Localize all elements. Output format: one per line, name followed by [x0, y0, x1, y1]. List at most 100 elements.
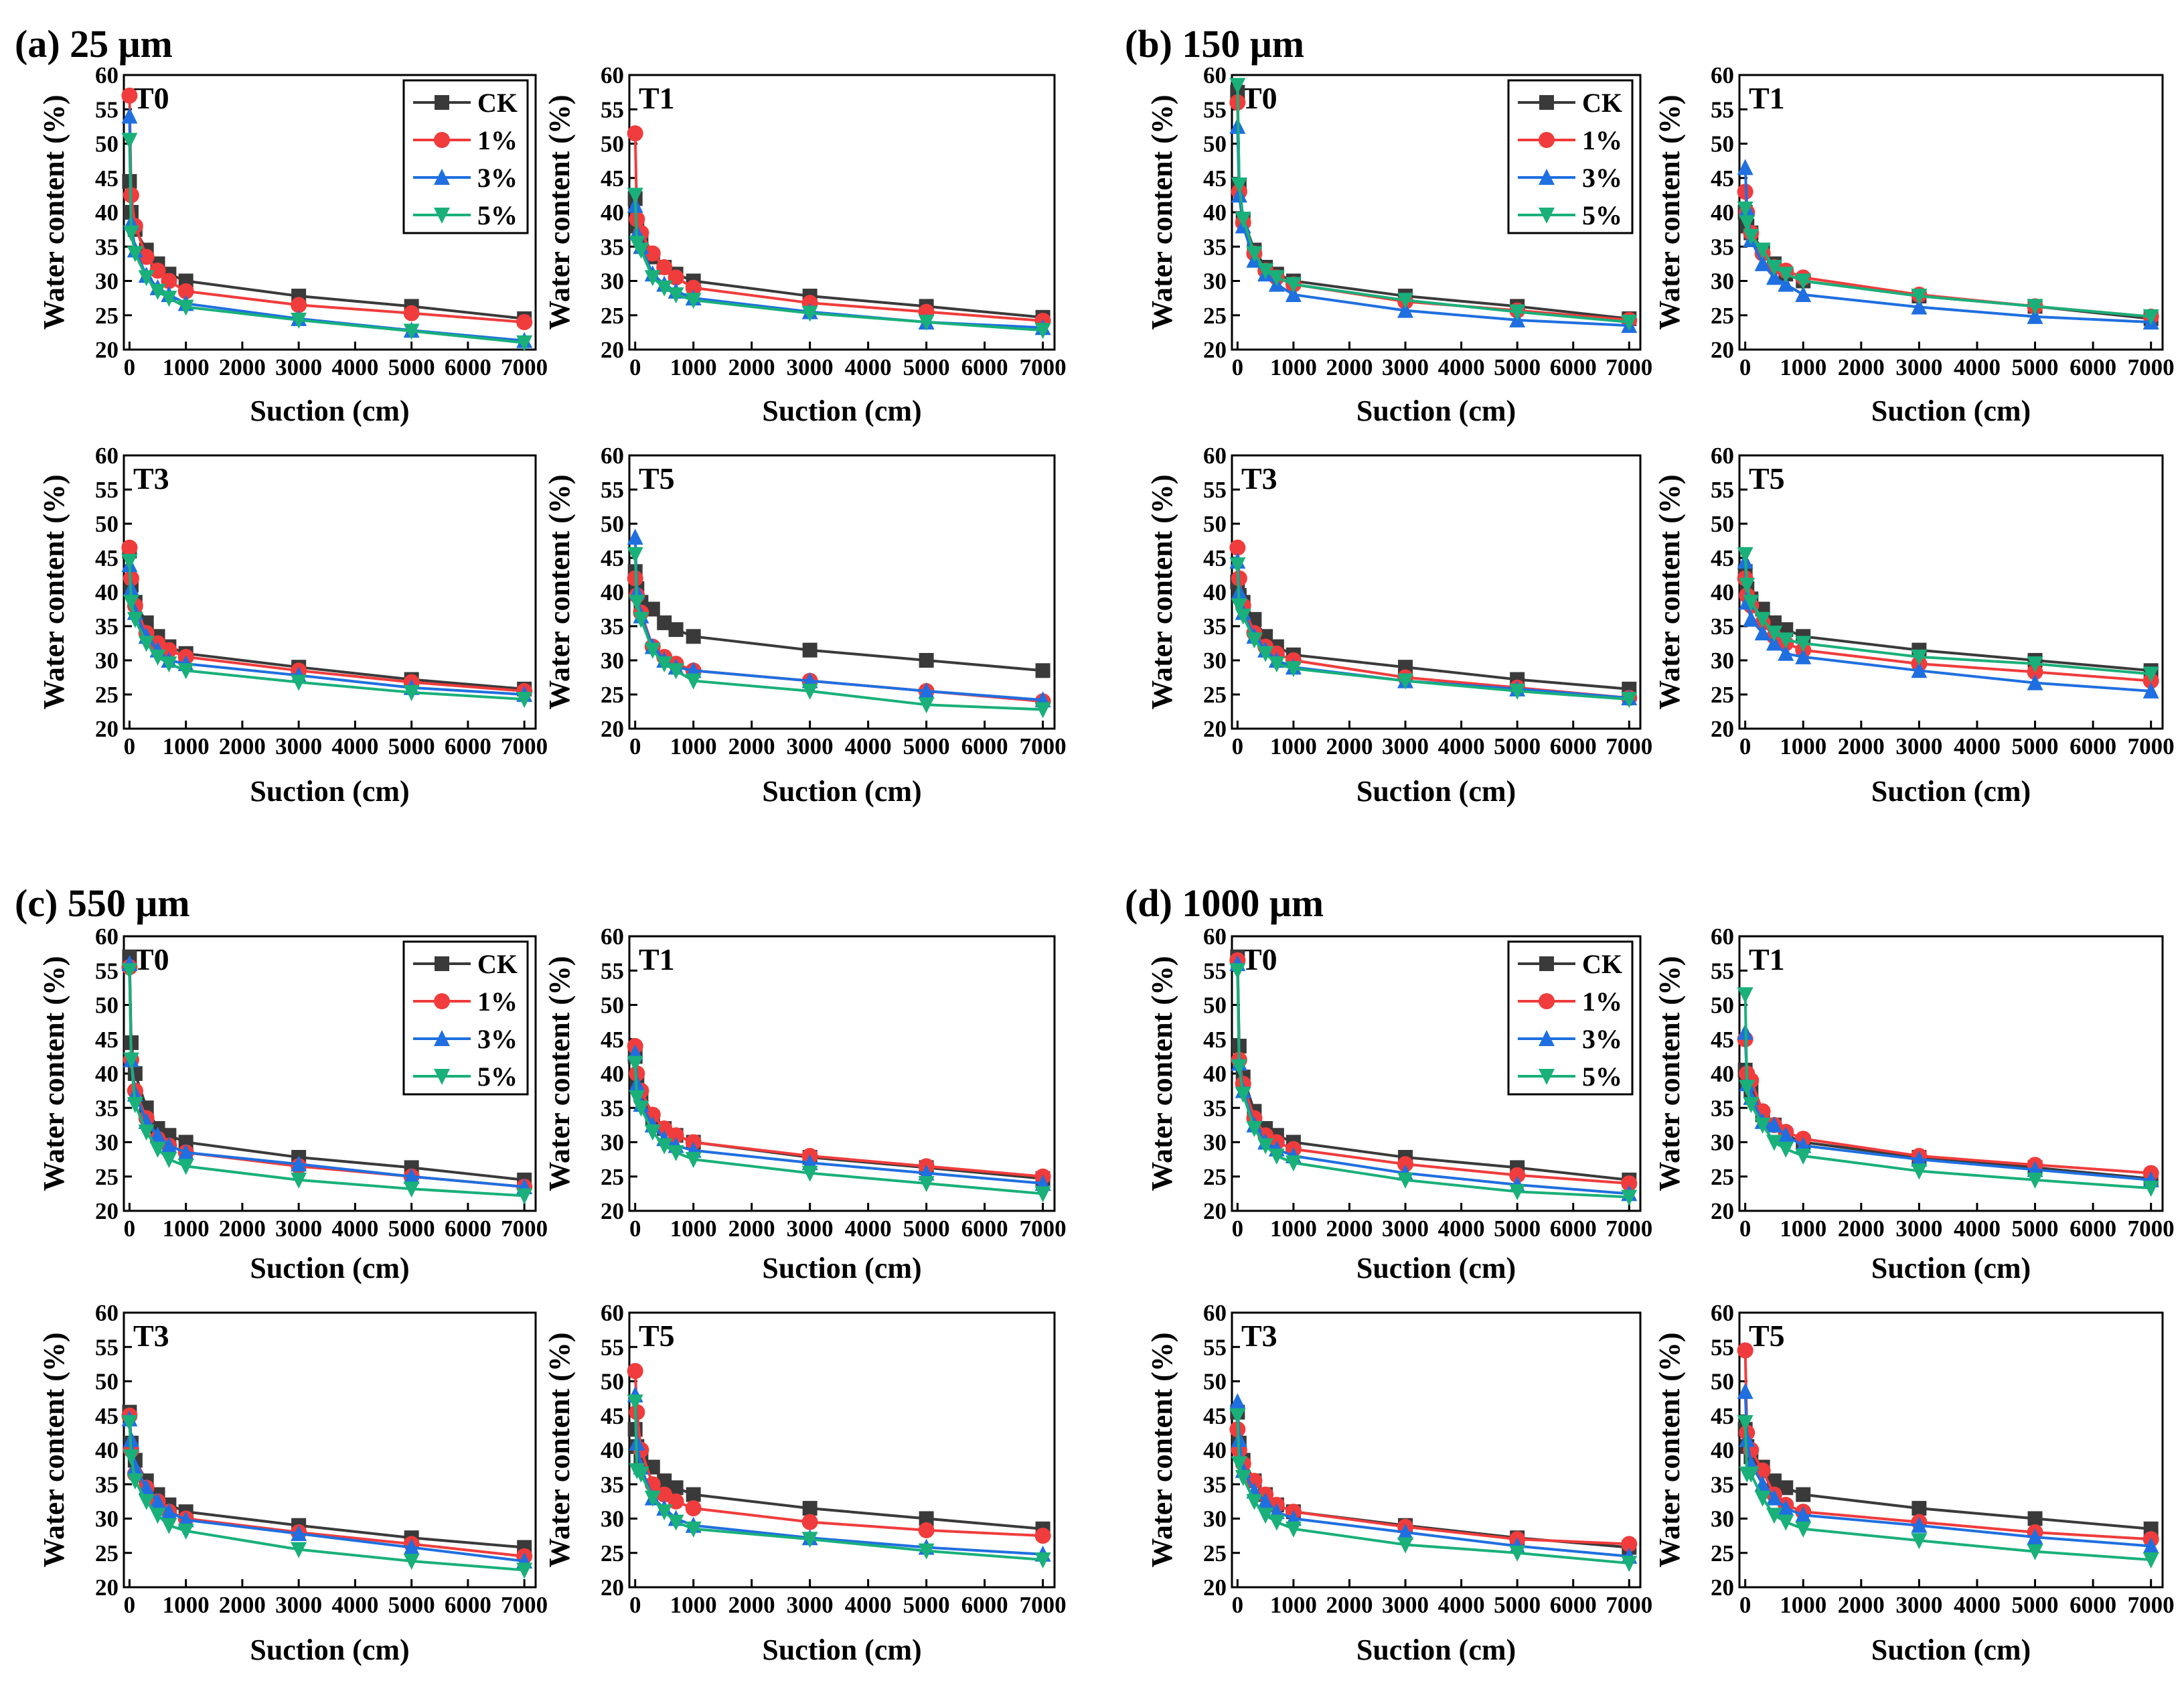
data-point — [291, 1155, 307, 1172]
y-tick-label: 50 — [95, 131, 119, 157]
x-tick-label: 4000 — [1954, 1216, 2001, 1242]
data-point — [1739, 577, 1756, 594]
panel-label: T1 — [639, 81, 675, 115]
x-tick-label: 0 — [124, 1592, 136, 1618]
data-point — [121, 87, 138, 104]
data-point — [149, 263, 166, 279]
data-point — [1743, 1097, 1760, 1114]
y-tick-label: 45 — [601, 545, 624, 571]
y-tick-label: 40 — [95, 1061, 119, 1087]
data-point — [121, 539, 138, 556]
legend-label: CK — [1582, 949, 1622, 979]
data-point — [1268, 1149, 1285, 1165]
y-tick-label: 55 — [1711, 958, 1734, 984]
data-point — [1796, 1487, 1811, 1502]
legend-label: 5% — [1582, 200, 1622, 230]
data-point — [161, 656, 177, 673]
x-axis-title: Suction (cm) — [1356, 394, 1516, 427]
y-tick-label: 20 — [1711, 1198, 1734, 1224]
data-point — [1034, 1186, 1051, 1203]
data-point — [1509, 1545, 1526, 1562]
data-point — [291, 312, 307, 329]
plot-frame — [1231, 454, 1642, 730]
y-tick-label: 25 — [601, 682, 624, 708]
series-line — [633, 195, 1043, 332]
legend-marker — [434, 132, 450, 148]
data-point — [1257, 646, 1274, 662]
y-tick-label: 55 — [95, 958, 119, 984]
x-tick-label: 4000 — [845, 733, 892, 759]
data-point — [138, 1124, 155, 1141]
y-tick-label: 20 — [95, 1198, 119, 1224]
data-point — [1231, 1059, 1247, 1076]
panel-label: T3 — [1241, 1319, 1277, 1353]
data-point — [919, 653, 934, 668]
data-point — [1229, 963, 1246, 980]
data-point — [1397, 1172, 1414, 1189]
y-tick-label: 55 — [1203, 96, 1227, 123]
data-point — [801, 683, 818, 700]
data-point — [1034, 323, 1051, 340]
data-point — [1743, 1466, 1760, 1483]
data-point — [1235, 212, 1251, 228]
data-point — [161, 1152, 177, 1169]
data-point — [1778, 1514, 1794, 1531]
data-point — [1911, 298, 1928, 315]
x-tick-label: 4000 — [331, 1592, 378, 1618]
x-tick-label: 0 — [1739, 1592, 1751, 1618]
chart-panel: 20 25 30 35 40 45 50 55 60 0 1000 2000 3000 4000 5000 6… — [37, 62, 548, 427]
data-point — [1034, 1552, 1051, 1568]
x-tick-label: 2000 — [728, 733, 775, 759]
y-axis-title: Water content (%) — [1146, 956, 1178, 1191]
data-point — [2142, 1181, 2159, 1197]
y-axis-title: Water content (%) — [37, 474, 70, 709]
y-axis-title: Water content (%) — [1146, 1332, 1178, 1567]
data-point — [668, 287, 684, 303]
x-tick-label: 1000 — [670, 733, 717, 759]
data-point — [919, 1511, 934, 1526]
y-tick-label: 20 — [1711, 716, 1734, 742]
y-tick-label: 55 — [601, 1334, 624, 1360]
data-point — [177, 663, 194, 680]
series-line — [1236, 547, 1630, 700]
legend-marker — [434, 169, 450, 185]
y-tick-label: 40 — [601, 200, 624, 226]
data-point — [138, 636, 155, 652]
y-tick-label: 55 — [1711, 1334, 1734, 1360]
series-5pct — [1229, 557, 1638, 709]
series-line — [633, 205, 1043, 330]
legend-marker — [1539, 993, 1555, 1009]
data-point — [291, 1172, 307, 1189]
y-tick-label: 60 — [1711, 62, 1734, 88]
panel-label: T3 — [133, 461, 169, 496]
series-3pct — [1229, 1393, 1638, 1564]
data-point — [1035, 663, 1050, 678]
x-tick-label: 7000 — [1020, 1592, 1067, 1618]
data-point — [918, 697, 935, 714]
data-point — [403, 323, 420, 340]
y-tick-label: 60 — [1203, 924, 1227, 950]
series-5pct — [627, 188, 1051, 340]
x-tick-label: 3000 — [787, 733, 834, 759]
data-point — [1509, 1167, 1526, 1183]
x-tick-label: 6000 — [2070, 354, 2116, 380]
x-tick-label: 4000 — [1438, 354, 1485, 380]
data-point — [668, 1514, 684, 1531]
y-tick-label: 30 — [601, 1130, 624, 1156]
x-tick-label: 0 — [1739, 733, 1751, 759]
data-point — [627, 1394, 643, 1411]
y-tick-label: 20 — [95, 1575, 119, 1601]
y-tick-label: 35 — [95, 1095, 119, 1121]
series-1pct — [121, 1407, 533, 1564]
chart-panel: 20 25 30 35 40 45 50 55 60 0 1000 2000 3000 4000 5000 6… — [1653, 924, 2175, 1285]
y-tick-label: 25 — [1711, 682, 1734, 708]
y-tick-label: 50 — [601, 131, 624, 157]
x-tick-label: 6000 — [1550, 733, 1597, 759]
series-5pct — [1229, 78, 1638, 331]
data-point — [149, 1508, 166, 1524]
x-tick-label: 2000 — [728, 1216, 775, 1242]
data-point — [177, 283, 194, 299]
y-tick-label: 20 — [95, 337, 119, 363]
